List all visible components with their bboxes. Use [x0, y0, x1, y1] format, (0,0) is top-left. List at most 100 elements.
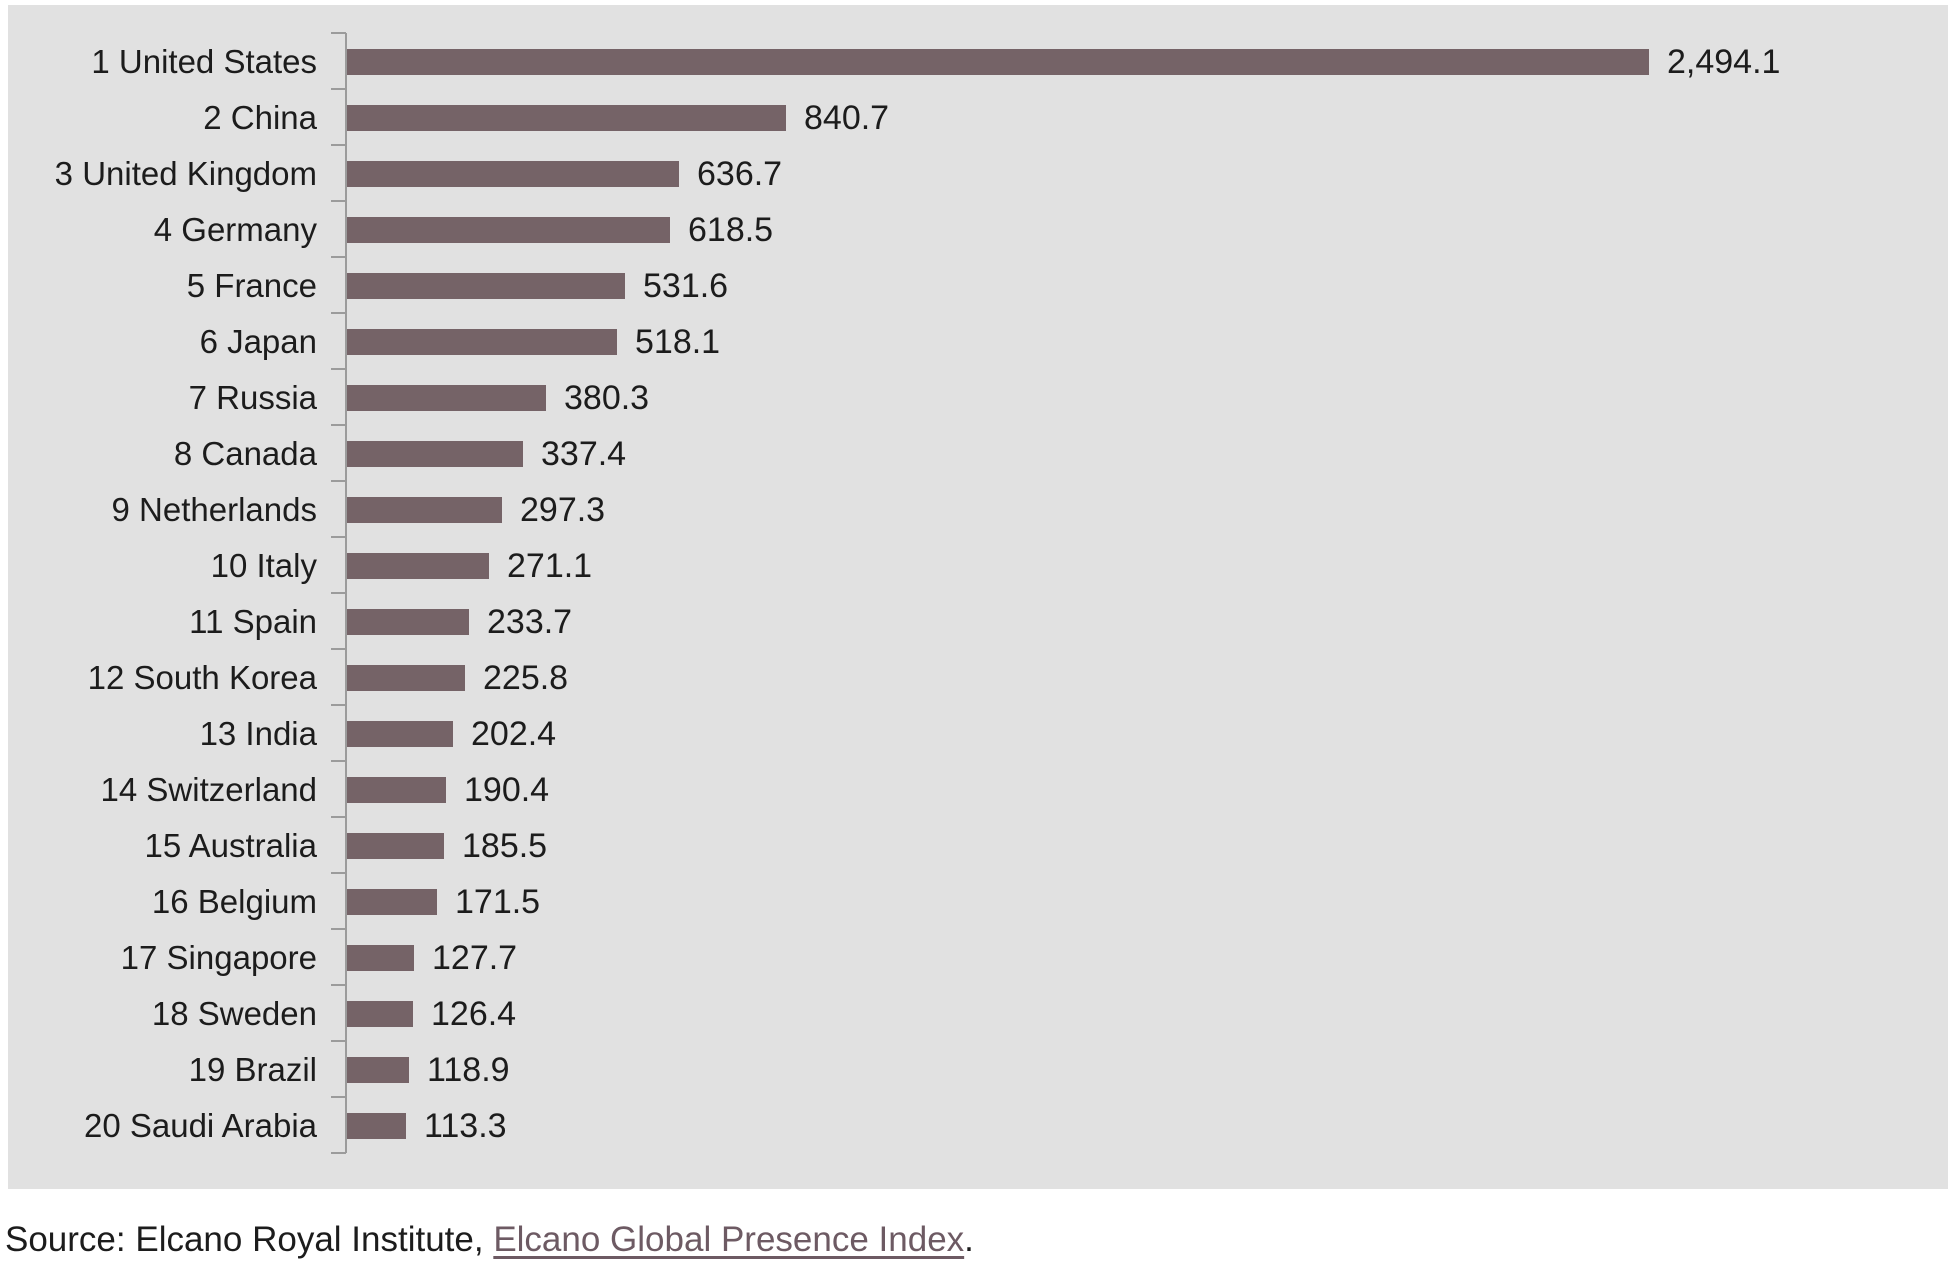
- bar-row: 18 Sweden 126.4: [8, 994, 1948, 1033]
- bar-label: 5 France: [186, 266, 317, 304]
- axis-tick: [331, 928, 346, 930]
- axis-tick: [331, 816, 346, 818]
- bar-label: 2 China: [203, 98, 317, 136]
- bar: [347, 720, 453, 747]
- bar-label: 18 Sweden: [151, 994, 317, 1032]
- axis-tick: [331, 760, 346, 762]
- axis-tick: [331, 144, 346, 146]
- source-caption-suffix: .: [964, 1220, 974, 1259]
- bar-row: 10 Italy 271.1: [8, 546, 1948, 585]
- axis-tick: [331, 648, 346, 650]
- bar-value: 380.3: [564, 378, 650, 417]
- bar-value: 171.5: [455, 882, 541, 921]
- axis-tick: [331, 872, 346, 874]
- bar-value: 2,494.1: [1667, 42, 1781, 81]
- bar-value: 113.3: [424, 1106, 507, 1145]
- bar: [347, 384, 546, 411]
- bar: [347, 888, 437, 915]
- bar-label: 9 Netherlands: [111, 490, 317, 528]
- bar-row: 2 China 840.7: [8, 98, 1948, 137]
- bar-row: 4 Germany 618.5: [8, 210, 1948, 249]
- bar-row: 19 Brazil 118.9: [8, 1050, 1948, 1089]
- bar: [347, 160, 679, 187]
- axis-tick: [331, 312, 346, 314]
- bar: [347, 776, 446, 803]
- bar-label: 7 Russia: [188, 378, 317, 416]
- bar-value: 518.1: [635, 322, 721, 361]
- bar-row: 13 India 202.4: [8, 714, 1948, 753]
- bar-label: 16 Belgium: [151, 882, 317, 920]
- axis-tick: [331, 1040, 346, 1042]
- bar-row: 5 France 531.6: [8, 266, 1948, 305]
- bar: [347, 104, 786, 131]
- axis-tick: [331, 1096, 346, 1098]
- bar-value: 271.1: [507, 546, 593, 585]
- bar-label: 1 United States: [91, 42, 317, 80]
- source-caption: Source: Elcano Royal Institute, Elcano G…: [5, 1220, 974, 1260]
- bar-value: 337.4: [541, 434, 627, 473]
- bar: [347, 496, 502, 523]
- bar-label: 19 Brazil: [188, 1050, 317, 1088]
- bar-value: 185.5: [462, 826, 548, 865]
- bar-row: 11 Spain 233.7: [8, 602, 1948, 641]
- bar: [347, 1112, 406, 1139]
- bar-value: 126.4: [431, 994, 517, 1033]
- bar-label: 17 Singapore: [120, 938, 317, 976]
- axis-tick: [331, 1152, 346, 1154]
- bar-label: 14 Switzerland: [100, 770, 317, 808]
- bar-row: 20 Saudi Arabia 113.3: [8, 1106, 1948, 1145]
- axis-tick: [331, 592, 346, 594]
- source-link[interactable]: Elcano Global Presence Index: [493, 1220, 965, 1259]
- bar-label: 12 South Korea: [87, 658, 317, 696]
- bar-row: 12 South Korea 225.8: [8, 658, 1948, 697]
- bar-value: 840.7: [804, 98, 890, 137]
- bar: [347, 440, 523, 467]
- bar: [347, 272, 625, 299]
- bar-value: 233.7: [487, 602, 573, 641]
- bar: [347, 1000, 413, 1027]
- bar-row: 17 Singapore 127.7: [8, 938, 1948, 977]
- bar-row: 16 Belgium 171.5: [8, 882, 1948, 921]
- bar-label: 15 Australia: [144, 826, 317, 864]
- bar-row: 15 Australia 185.5: [8, 826, 1948, 865]
- bar-row: 9 Netherlands 297.3: [8, 490, 1948, 529]
- source-caption-prefix: Source: Elcano Royal Institute,: [5, 1220, 494, 1259]
- bar: [347, 216, 670, 243]
- axis-tick: [331, 704, 346, 706]
- bar: [347, 1056, 409, 1083]
- bar-value: 297.3: [520, 490, 606, 529]
- bar-label: 3 United Kingdom: [54, 154, 317, 192]
- bar-row: 14 Switzerland 190.4: [8, 770, 1948, 808]
- bar-label: 6 Japan: [199, 322, 317, 360]
- bar: [347, 48, 1649, 75]
- category-axis-line: [345, 33, 347, 1153]
- bar-label: 20 Saudi Arabia: [83, 1106, 317, 1144]
- bar-value: 202.4: [471, 714, 557, 753]
- global-presence-bar-chart: 1 United States 2,494.1 2 China 840.7 3 Unit…: [8, 5, 1948, 1189]
- bar-row: 6 Japan 518.1: [8, 322, 1948, 361]
- axis-tick: [331, 32, 346, 34]
- bar-value: 118.9: [427, 1050, 510, 1089]
- bar-value: 225.8: [483, 658, 569, 697]
- axis-tick: [331, 368, 346, 370]
- bar: [347, 832, 444, 859]
- bar-value: 618.5: [688, 210, 774, 249]
- axis-tick: [331, 424, 346, 426]
- bar: [347, 552, 489, 579]
- bar-label: 10 Italy: [210, 546, 317, 584]
- bar-row: 8 Canada 337.4: [8, 434, 1948, 473]
- axis-tick: [331, 536, 346, 538]
- bar-value: 531.6: [643, 266, 729, 305]
- bar: [347, 944, 414, 971]
- bar-label: 4 Germany: [153, 210, 317, 248]
- axis-tick: [331, 256, 346, 258]
- bar-label: 8 Canada: [173, 434, 317, 472]
- bar-row: 1 United States 2,494.1: [8, 42, 1948, 81]
- bar-value: 127.7: [432, 938, 518, 977]
- bar: [347, 608, 469, 635]
- bar-value: 636.7: [697, 154, 783, 193]
- axis-tick: [331, 480, 346, 482]
- bar-label: 13 India: [199, 714, 317, 752]
- bar: [347, 664, 465, 691]
- axis-tick: [331, 88, 346, 90]
